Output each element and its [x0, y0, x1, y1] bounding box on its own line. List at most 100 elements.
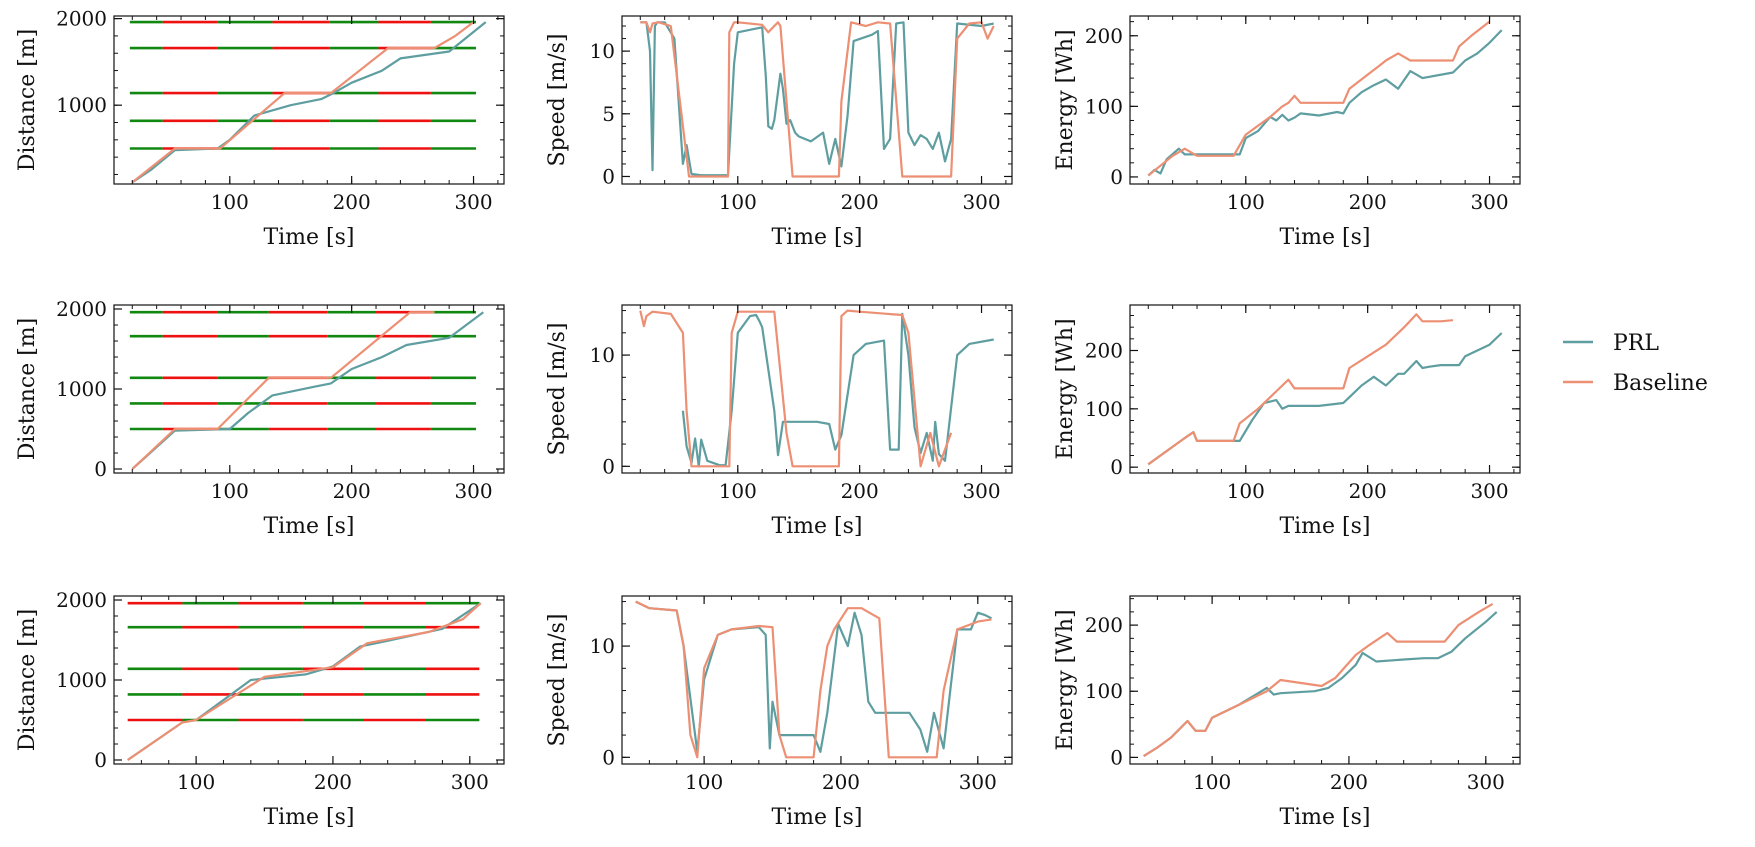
y-tick-label: 5 [602, 102, 615, 126]
y-axis-label: Energy [Wh] [1053, 318, 1078, 459]
x-tick-label: 300 [451, 770, 489, 794]
x-tick-label: 100 [719, 190, 757, 214]
x-tick-label: 300 [1470, 479, 1508, 503]
signal-phases [127, 601, 480, 722]
subplot-r1c2-speed-m-s: 100 200 300 0 5 10 Time [s] Speed [m/s] [545, 15, 1013, 250]
y-tick-label: 0 [1110, 455, 1123, 479]
x-tick-label: 100 [1227, 479, 1265, 503]
series-prl-line [640, 21, 994, 177]
x-tick-label: 200 [822, 770, 860, 794]
x-tick-label: 300 [959, 770, 997, 794]
x-tick-label: 200 [1349, 190, 1387, 214]
y-tick-label: 0 [1110, 745, 1123, 769]
subplot-r1c3-energy-wh: 100 200 300 0 100 200 Time [s] Energy [Wh] [1053, 15, 1521, 250]
y-tick-label: 0 [1110, 165, 1123, 189]
legend-prl-label: PRL [1613, 331, 1659, 356]
y-tick-label: 0 [94, 748, 107, 772]
subplot-r1c1-distance-m: 100 200 300 1000 2000 Time [s] Distance [m] [15, 7, 505, 250]
axes-frame [1129, 304, 1521, 474]
y-tick-label: 200 [1085, 24, 1123, 48]
y-axis-label: Speed [m/s] [545, 323, 570, 456]
x-axis-label: Time [s] [1279, 805, 1370, 830]
x-tick-label: 200 [314, 770, 352, 794]
y-tick-label: 0 [602, 164, 615, 188]
y-axis-label: Distance [m] [15, 609, 40, 751]
series-baseline-line [131, 21, 475, 184]
y-tick-label: 200 [1085, 613, 1123, 637]
subplot-r2c3-energy-wh: 100 200 300 0 100 200 Time [s] Energy [Wh] [1053, 304, 1521, 539]
axes-frame [621, 15, 1013, 185]
y-tick-label: 10 [590, 39, 615, 63]
subplot-r2c1-distance-m: 100 200 300 0 1000 2000 Time [s] Distance [m] [15, 297, 505, 539]
y-tick-label: 2000 [56, 7, 107, 31]
axes-frame [113, 304, 505, 474]
legend-baseline-label: Baseline [1613, 371, 1708, 396]
series-baseline-line [1143, 602, 1494, 758]
axes-frame [621, 595, 1013, 765]
x-tick-label: 100 [211, 479, 249, 503]
x-tick-label: 300 [1467, 770, 1505, 794]
series-prl-line [131, 311, 484, 470]
x-tick-label: 100 [1193, 770, 1231, 794]
y-axis-label: Distance [m] [15, 318, 40, 460]
series-prl-line [1147, 332, 1503, 466]
y-tick-label: 1000 [56, 668, 107, 692]
y-tick-label: 200 [1085, 339, 1123, 363]
y-tick-label: 1000 [56, 93, 107, 117]
y-tick-label: 10 [590, 634, 615, 658]
y-tick-label: 1000 [56, 377, 107, 401]
x-tick-label: 200 [1349, 479, 1387, 503]
y-tick-label: 100 [1085, 679, 1123, 703]
series-baseline-line [640, 21, 995, 178]
series-baseline-line [639, 309, 953, 468]
x-tick-label: 100 [211, 190, 249, 214]
x-axis-label: Time [s] [1279, 514, 1370, 539]
y-tick-label: 2000 [56, 297, 107, 321]
y-tick-label: 100 [1085, 94, 1123, 118]
x-tick-label: 200 [333, 479, 371, 503]
signal-phases [129, 20, 476, 150]
x-tick-label: 200 [841, 479, 879, 503]
y-tick-label: 0 [602, 745, 615, 769]
subplot-r3c3-energy-wh: 100 200 300 0 100 200 Time [s] Energy [Wh] [1053, 595, 1521, 830]
x-tick-label: 100 [1227, 190, 1265, 214]
y-axis-label: Speed [m/s] [545, 34, 570, 167]
subplot-r2c2-speed-m-s: 100 200 300 0 10 Time [s] Speed [m/s] [545, 304, 1013, 539]
series-prl-line [131, 21, 487, 184]
series-prl-line [1147, 29, 1503, 177]
axes-frame [621, 304, 1013, 474]
series-prl-line [1143, 611, 1498, 758]
series-prl-line [635, 600, 992, 753]
x-tick-label: 100 [177, 770, 215, 794]
x-tick-label: 100 [685, 770, 723, 794]
y-tick-label: 100 [1085, 397, 1123, 421]
y-tick-label: 2000 [56, 588, 107, 612]
x-tick-label: 300 [962, 190, 1000, 214]
series-baseline-line [635, 600, 992, 759]
series-baseline-line [127, 602, 482, 761]
y-tick-label: 0 [602, 454, 615, 478]
x-tick-label: 300 [962, 479, 1000, 503]
axes-frame [1129, 15, 1521, 185]
y-tick-label: 0 [94, 457, 107, 481]
x-tick-label: 200 [333, 190, 371, 214]
y-axis-label: Energy [Wh] [1053, 29, 1078, 170]
axes-frame [113, 595, 505, 765]
x-axis-label: Time [s] [1279, 225, 1370, 250]
x-axis-label: Time [s] [771, 805, 862, 830]
x-axis-label: Time [s] [263, 805, 354, 830]
y-axis-label: Speed [m/s] [545, 614, 570, 747]
y-axis-label: Energy [Wh] [1053, 609, 1078, 750]
x-axis-label: Time [s] [771, 514, 862, 539]
x-tick-label: 300 [1470, 190, 1508, 214]
x-axis-label: Time [s] [771, 225, 862, 250]
y-axis-label: Distance [m] [15, 29, 40, 171]
x-tick-label: 300 [454, 479, 492, 503]
legend: PRL Baseline [1563, 331, 1708, 396]
x-tick-label: 200 [1330, 770, 1368, 794]
signal-phases [129, 310, 476, 431]
x-tick-label: 100 [719, 479, 757, 503]
x-axis-label: Time [s] [263, 225, 354, 250]
axes-frame [113, 15, 505, 185]
